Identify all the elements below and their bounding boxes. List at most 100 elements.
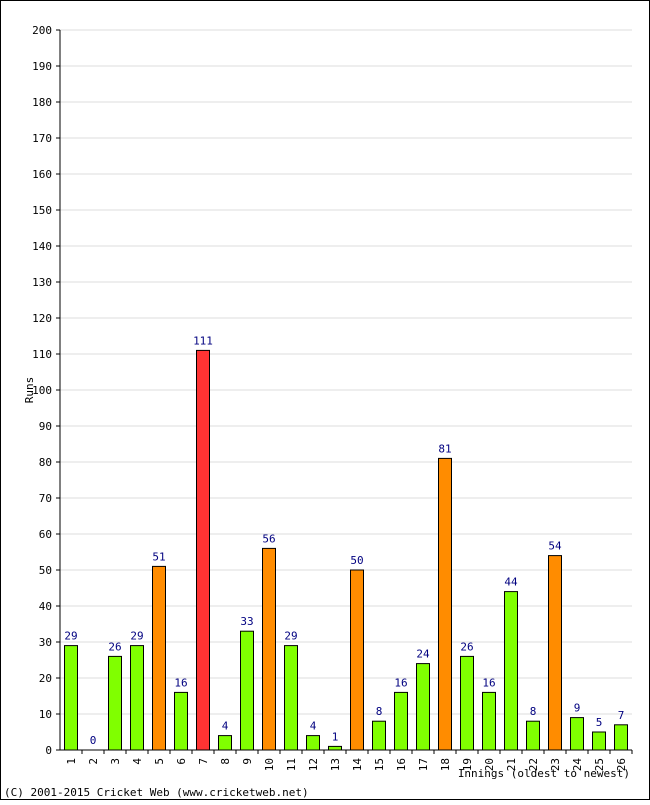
data-label-innings-25: 5 xyxy=(596,716,603,729)
x-tick-label: 7 xyxy=(197,758,210,765)
y-tick-label: 30 xyxy=(39,636,52,649)
data-label-innings-24: 9 xyxy=(574,702,581,715)
bar-innings-8 xyxy=(218,735,232,751)
bar-innings-10 xyxy=(262,547,276,751)
bar-innings-25 xyxy=(592,731,606,751)
data-label-innings-17: 24 xyxy=(416,648,430,661)
data-label-innings-23: 54 xyxy=(548,540,562,553)
x-tick-label: 22 xyxy=(527,758,540,771)
data-label-innings-12: 4 xyxy=(310,720,317,733)
data-labels: 29 0 26 29 51 16 111 4 33 56 29 4 1 50 8 16 24 81 26 16 44 8 5… xyxy=(64,334,624,747)
x-tick-label: 9 xyxy=(241,758,254,765)
bar-innings-6 xyxy=(174,691,188,751)
x-tick-label: 8 xyxy=(219,758,232,765)
bar-innings-16 xyxy=(394,691,408,751)
x-tick-label: 18 xyxy=(439,758,452,771)
x-tick-label: 23 xyxy=(549,758,562,771)
data-label-innings-1: 29 xyxy=(64,630,77,643)
data-label-innings-4: 29 xyxy=(130,630,143,643)
y-tick-label: 170 xyxy=(32,132,52,145)
x-tick-label: 13 xyxy=(329,758,342,771)
bar-innings-15 xyxy=(372,720,386,751)
bar-innings-19 xyxy=(460,655,474,751)
x-tick-label: 21 xyxy=(505,758,518,771)
data-label-innings-3: 26 xyxy=(108,640,121,653)
data-label-innings-7: 111 xyxy=(193,334,213,347)
bar-innings-5 xyxy=(152,565,166,751)
x-tick-label: 19 xyxy=(461,758,474,771)
bar-innings-20 xyxy=(482,691,496,751)
y-tick-label: 80 xyxy=(39,456,52,469)
y-tick-label: 160 xyxy=(32,168,52,181)
data-label-innings-5: 51 xyxy=(152,550,165,563)
y-tick-label: 60 xyxy=(39,528,52,541)
data-label-innings-11: 29 xyxy=(284,630,297,643)
y-tick-label: 120 xyxy=(32,312,52,325)
x-tick-label: 5 xyxy=(153,758,166,765)
bar-innings-11 xyxy=(284,645,298,751)
y-tick-label: 100 xyxy=(32,384,52,397)
data-label-innings-20: 16 xyxy=(482,676,495,689)
data-label-innings-9: 33 xyxy=(240,615,253,628)
bar-innings-22 xyxy=(526,720,540,751)
x-tick-label: 20 xyxy=(483,758,496,771)
data-label-innings-19: 26 xyxy=(460,640,473,653)
bar-innings-18 xyxy=(438,457,452,751)
data-label-innings-22: 8 xyxy=(530,705,537,718)
y-tick-label: 90 xyxy=(39,420,52,433)
data-label-innings-10: 56 xyxy=(262,532,275,545)
y-tick-label: 150 xyxy=(32,204,52,217)
x-tick-label: 16 xyxy=(395,758,408,771)
bar-innings-24 xyxy=(570,717,584,751)
bar-innings-17 xyxy=(416,663,430,751)
x-tick-label: 2 xyxy=(87,758,100,765)
x-tick-label: 14 xyxy=(351,758,364,772)
y-tick-label: 70 xyxy=(39,492,52,505)
bar-innings-13 xyxy=(328,745,342,751)
bar-innings-26 xyxy=(614,724,628,751)
grid-lines xyxy=(60,29,632,715)
x-tick-label: 25 xyxy=(593,758,606,771)
y-tick-label: 50 xyxy=(39,564,52,577)
y-tick-label: 140 xyxy=(32,240,52,253)
x-tick-label: 1 xyxy=(65,758,78,765)
data-label-innings-8: 4 xyxy=(222,720,229,733)
data-label-innings-2: 0 xyxy=(90,734,97,747)
bar-innings-12 xyxy=(306,735,320,751)
y-tick-label: 40 xyxy=(39,600,52,613)
x-tick-label: 12 xyxy=(307,758,320,771)
y-tick-label: 10 xyxy=(39,708,52,721)
y-tick-label: 190 xyxy=(32,60,52,73)
bar-innings-7 xyxy=(196,349,210,751)
bar-innings-1 xyxy=(64,645,78,751)
copyright-footer: (C) 2001-2015 Cricket Web (www.cricketwe… xyxy=(4,786,309,799)
y-axis-ticks: 0 10 20 30 40 50 60 70 80 90 100 110 120 130 140 150 160… xyxy=(32,24,60,757)
bar-innings-23 xyxy=(548,555,562,751)
data-label-innings-18: 81 xyxy=(438,442,451,455)
bar-innings-9 xyxy=(240,630,254,751)
y-axis-label: Runs xyxy=(23,377,36,404)
bar-innings-4 xyxy=(130,645,144,751)
y-tick-label: 110 xyxy=(32,348,52,361)
x-tick-label: 17 xyxy=(417,758,430,771)
bar-innings-21 xyxy=(504,591,518,751)
data-label-innings-16: 16 xyxy=(394,676,407,689)
bars xyxy=(64,349,628,751)
x-axis-ticks: 1 2 3 4 5 6 7 8 9 10 11 12 13 14 15 16 17 18 19 20 21 22 23 24 2… xyxy=(65,750,633,772)
x-axis-label: Innings (oldest to newest) xyxy=(458,767,630,780)
data-label-innings-26: 7 xyxy=(618,709,625,722)
x-tick-label: 11 xyxy=(285,758,298,771)
data-label-innings-15: 8 xyxy=(376,705,383,718)
y-tick-label: 200 xyxy=(32,24,52,37)
x-tick-label: 6 xyxy=(175,758,188,765)
data-label-innings-14: 50 xyxy=(350,554,363,567)
y-tick-label: 130 xyxy=(32,276,52,289)
data-label-innings-6: 16 xyxy=(174,676,187,689)
y-tick-label: 0 xyxy=(45,744,52,757)
x-tick-label: 26 xyxy=(615,758,628,771)
x-tick-label: 10 xyxy=(263,758,276,771)
x-tick-label: 15 xyxy=(373,758,386,771)
bar-innings-14 xyxy=(350,569,364,751)
